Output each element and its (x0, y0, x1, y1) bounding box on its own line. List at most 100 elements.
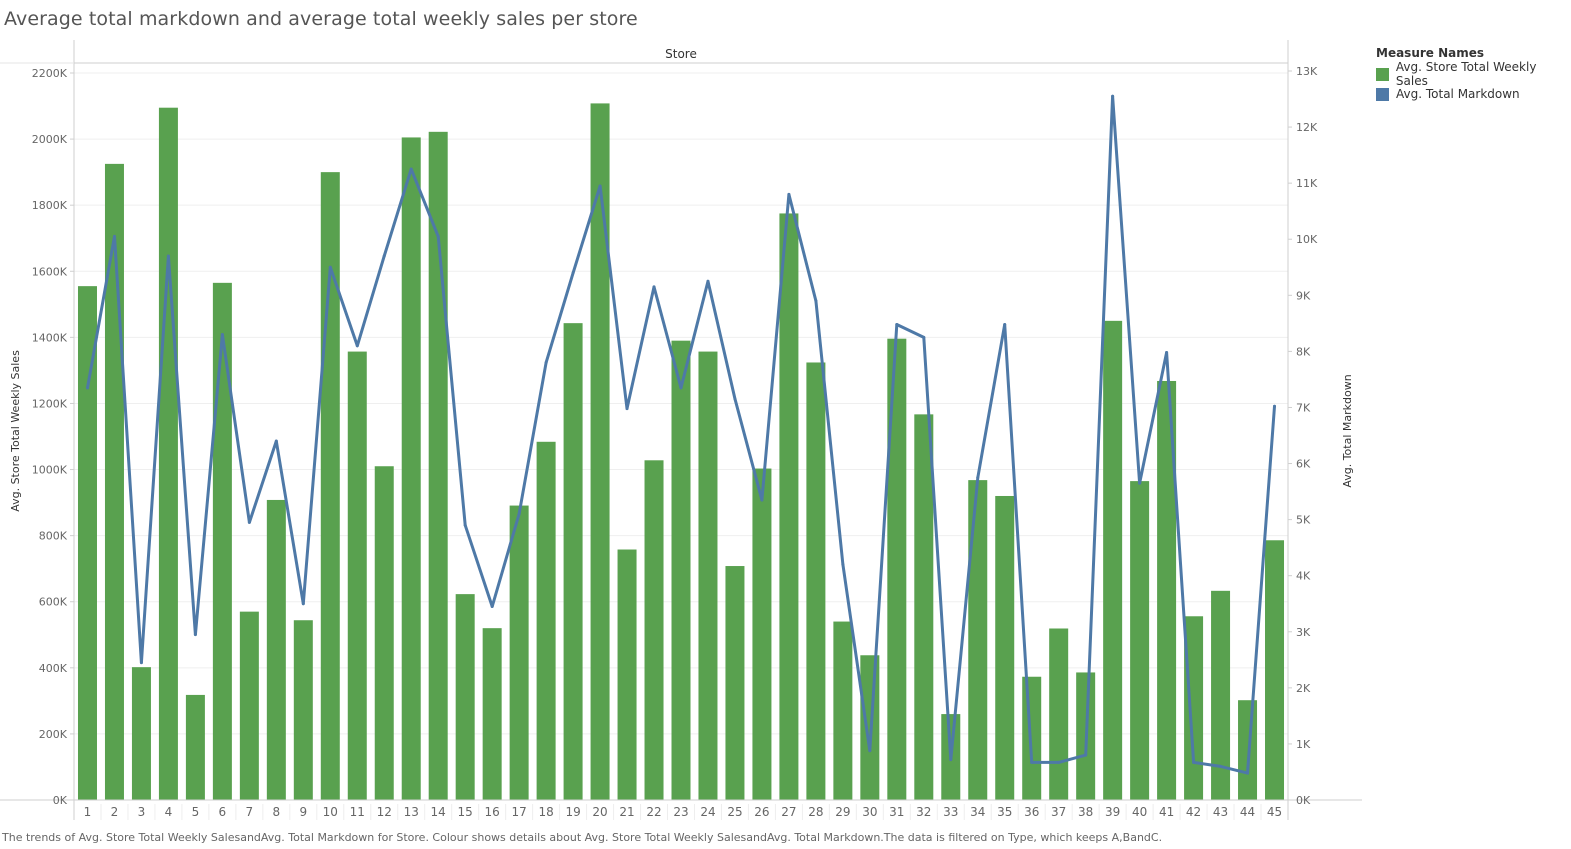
bar-sales (995, 495, 1015, 800)
bar-sales (752, 468, 772, 800)
bar-sales (1157, 380, 1177, 800)
x-tick-label: 45 (1267, 805, 1282, 819)
x-tick-label: 44 (1240, 805, 1255, 819)
bar-sales (968, 480, 988, 800)
x-tick-label: 38 (1078, 805, 1093, 819)
point-markdown (949, 758, 953, 762)
y-tick-label: 600K (39, 596, 68, 609)
x-tick-label: 16 (485, 805, 500, 819)
point-markdown (1165, 351, 1169, 355)
bar-sales (1103, 320, 1123, 800)
point-markdown (220, 333, 224, 337)
point-markdown (544, 361, 548, 365)
y-axis-ticks: 0K 200K 400K 600K 800K 1000K 1200K 1400K 1600K 18… (32, 67, 74, 807)
x-tick-label: 26 (754, 805, 769, 819)
y-tick-label: 400K (39, 662, 68, 675)
point-markdown (382, 254, 386, 258)
legend: Measure Names Avg. Store Total Weekly Sa… (1376, 46, 1571, 104)
x-tick-label: 33 (943, 805, 958, 819)
bar-sales (779, 213, 799, 800)
bar-sales (833, 621, 853, 800)
point-markdown (787, 192, 791, 196)
x-tick-label: 2 (111, 805, 119, 819)
bar-sales (1049, 628, 1069, 800)
point-markdown (679, 386, 683, 390)
chart-title: Average total markdown and average total… (4, 8, 638, 30)
bar-sales (428, 131, 448, 800)
point-markdown (1138, 481, 1142, 485)
point-markdown (1030, 760, 1034, 764)
y2-tick-label: 2K (1296, 682, 1311, 695)
point-markdown (463, 523, 467, 527)
point-markdown (1246, 771, 1250, 775)
x-tick-label: 20 (592, 805, 607, 819)
point-markdown (274, 439, 278, 443)
y-tick-label: 2200K (32, 67, 68, 80)
y2-tick-label: 9K (1296, 289, 1311, 302)
bar-sales (266, 499, 286, 800)
x-axis-ticks: 1 2 3 4 5 6 7 8 9 10 11 12 13 14 15 16 17 18 19 20 21 22 23 24 2… (84, 804, 1282, 820)
sales-bars (77, 103, 1285, 801)
x-tick-label: 14 (431, 805, 446, 819)
legend-title: Measure Names (1376, 46, 1485, 60)
bar-sales (455, 594, 475, 800)
x-tick-label: 43 (1213, 805, 1228, 819)
y-tick-label: 2000K (32, 133, 68, 146)
x-tick-label: 24 (700, 805, 715, 819)
y2-tick-label: 13K (1296, 65, 1318, 78)
bar-sales (77, 286, 97, 800)
point-markdown (895, 322, 899, 326)
bar-sales (644, 460, 664, 800)
x-tick-label: 5 (192, 805, 200, 819)
point-markdown (733, 397, 737, 401)
x-tick-label: 23 (673, 805, 688, 819)
y-tick-label: 1200K (32, 397, 68, 410)
x-tick-label: 27 (781, 805, 796, 819)
x-tick-label: 4 (165, 805, 173, 819)
x-tick-label: 3 (138, 805, 146, 819)
y2-tick-label: 3K (1296, 626, 1311, 639)
x-tick-label: 39 (1105, 805, 1120, 819)
point-markdown (1057, 760, 1061, 764)
x-tick-label: 17 (511, 805, 526, 819)
point-markdown (301, 602, 305, 606)
y2-tick-label: 4K (1296, 570, 1311, 583)
x-tick-label: 35 (997, 805, 1012, 819)
legend-label-sales: Avg. Store Total Weekly Sales (1395, 60, 1537, 88)
store-header-label: Store (665, 47, 697, 61)
bar-sales (509, 505, 529, 800)
bar-sales (563, 323, 583, 800)
x-tick-label: 19 (565, 805, 580, 819)
bar-sales (482, 628, 502, 800)
legend-item-sales[interactable]: Avg. Store Total Weekly Sales (1376, 60, 1571, 88)
x-tick-label: 1 (84, 805, 92, 819)
bar-sales (131, 667, 151, 800)
x-tick-label: 32 (916, 805, 931, 819)
point-markdown (652, 285, 656, 289)
bar-sales (1265, 540, 1285, 800)
bar-sales (1184, 616, 1204, 800)
y-tick-label: 800K (39, 530, 68, 543)
legend-item-markdown[interactable]: Avg. Total Markdown (1376, 84, 1571, 104)
bar-sales (914, 414, 934, 800)
x-tick-label: 37 (1051, 805, 1066, 819)
bar-sales (1130, 481, 1150, 800)
bar-sales (293, 620, 313, 800)
x-tick-label: 7 (246, 805, 254, 819)
point-markdown (355, 344, 359, 348)
x-tick-label: 8 (273, 805, 281, 819)
point-markdown (598, 184, 602, 188)
x-tick-label: 29 (835, 805, 850, 819)
point-markdown (490, 605, 494, 609)
point-markdown (1084, 753, 1088, 757)
point-markdown (139, 661, 143, 665)
x-tick-label: 18 (538, 805, 553, 819)
x-tick-label: 31 (889, 805, 904, 819)
y2-tick-label: 6K (1296, 458, 1311, 471)
bar-sales (671, 340, 691, 800)
point-markdown (976, 476, 980, 480)
point-markdown (625, 407, 629, 411)
bar-sales (1238, 700, 1258, 800)
y-tick-label: 1400K (32, 331, 68, 344)
